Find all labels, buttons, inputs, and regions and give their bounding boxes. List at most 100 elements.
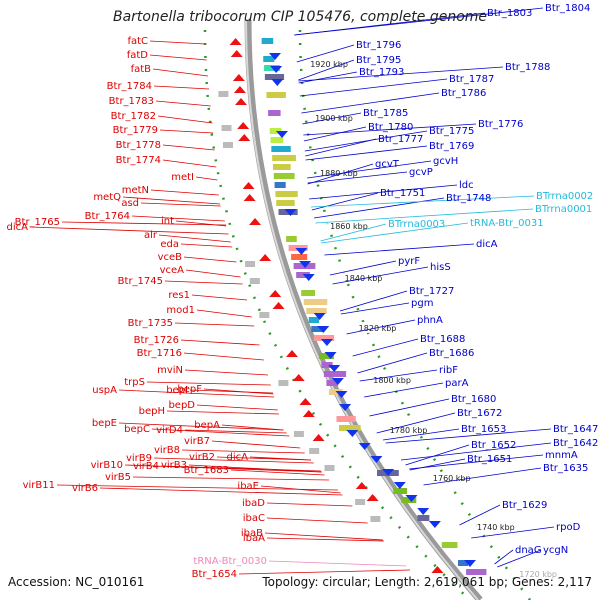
left-gene-label-btr-1774: Btr_1774 [116, 155, 161, 166]
left-leader-line [155, 100, 211, 107]
forward-gene-arrow [366, 494, 379, 501]
kbp-label-bg [341, 272, 390, 283]
right-gene-label-btr-1688: Btr_1688 [420, 334, 465, 345]
forward-gene-arrow [272, 302, 285, 309]
left-leader-line [185, 269, 241, 278]
reverse-gene-arrow [302, 274, 315, 281]
right-leader-line [400, 442, 552, 461]
right-gene-label-btr-1686: Btr_1686 [429, 348, 474, 359]
left-leader-line [162, 159, 217, 168]
left-gene-label-beph: bepH [139, 406, 165, 417]
right-gene-label-mnma: mnmA [545, 450, 578, 461]
reverse-gene-arrow [275, 131, 288, 138]
forward-gene-arrow [431, 566, 444, 573]
forward-gene-arrow [302, 410, 315, 417]
left-gene-label-vird4: virD4 [156, 425, 183, 436]
left-leader-line [153, 85, 210, 90]
left-gene-label-eda: eda [160, 239, 179, 250]
left-leader-line [195, 176, 218, 181]
right-gene-label-btr-1653: Btr_1653 [461, 424, 506, 435]
left-leader-line [230, 469, 325, 476]
gene-block [339, 425, 361, 431]
left-leader-line [164, 280, 243, 285]
topology-text: Topology: circular; Length: 2,619,061 bp… [261, 575, 592, 589]
gene-block-grey [309, 448, 320, 454]
right-gene-label-btr-1786: Btr_1786 [441, 88, 486, 99]
left-gene-label-ibae: ibaE [237, 481, 259, 492]
left-gene-label-btr-1779: Btr_1779 [113, 125, 158, 136]
kbp-label-bg [386, 424, 435, 435]
right-gene-label-btr-1795: Btr_1795 [356, 55, 401, 66]
gene-block [321, 362, 333, 368]
reverse-gene-arrow [268, 53, 281, 60]
gene-block-grey [324, 465, 335, 471]
gene-block [264, 74, 285, 80]
gene-block [266, 92, 286, 98]
left-leader-lines [29, 40, 411, 575]
left-gene-label-btr-1765: Btr_1765 [15, 217, 60, 228]
right-leader-line [307, 163, 374, 185]
left-leader-line [174, 322, 255, 327]
right-leader-line [357, 352, 428, 374]
forward-gene-arrow [235, 98, 248, 105]
right-gene-label-btr-1635: Btr_1635 [543, 463, 588, 474]
left-gene-label-alr: alr [144, 230, 158, 241]
right-leader-line [311, 192, 379, 211]
left-gene-label-trps: trpS [124, 377, 145, 388]
left-leader-line [268, 560, 407, 567]
right-gene-label-dica: dicA [476, 239, 498, 250]
gene-block [466, 569, 487, 575]
right-gene-label-phna: phnA [417, 315, 443, 326]
forward-gene-arrow [232, 74, 245, 81]
right-gene-label-dnag: dnaG [515, 545, 542, 556]
reverse-gene-arrow [393, 482, 406, 489]
right-leader-line [369, 398, 450, 417]
left-gene-label-meti: metI [171, 172, 194, 183]
right-leader-line [305, 138, 377, 157]
right-leader-line [364, 382, 444, 398]
left-leader-line [122, 196, 221, 205]
left-gene-label-virb10: virB10 [91, 460, 123, 471]
gene-block-grey [278, 380, 289, 386]
reverse-gene-arrow [417, 508, 430, 515]
gene-block [318, 353, 334, 359]
right-gene-label-ribf: ribF [439, 365, 458, 376]
right-gene-label-btr-1788: Btr_1788 [505, 62, 550, 73]
kbp-label: 1820 kbp [359, 324, 397, 333]
reverse-gene-arrow [370, 456, 383, 463]
reverse-gene-arrow [405, 495, 418, 502]
accession-text: Accession: NC_010161 [8, 575, 144, 589]
left-gene-labels: fatC fatD fatB Btr_1784 Btr_1783 Btr_1782 Btr_… [7, 36, 267, 580]
left-gene-label-bepe: bepE [92, 418, 117, 429]
left-gene-label-vceb: vceB [158, 252, 183, 263]
left-gene-label-mvin: mviN [157, 365, 183, 376]
right-gene-label-btr-1769: Btr_1769 [429, 141, 474, 152]
left-leader-line [249, 456, 312, 461]
left-gene-label-metq: metQ [93, 192, 121, 203]
reverse-gene-arrow [382, 469, 395, 476]
right-gene-label-btr-1776: Btr_1776 [478, 119, 523, 130]
reverse-gene-arrow [464, 560, 476, 567]
right-leader-line [298, 66, 504, 82]
gene-block [303, 299, 328, 305]
right-leader-line [340, 302, 410, 315]
gene-block [274, 182, 286, 188]
right-leader-line [315, 208, 534, 224]
forward-gene-arrow [259, 254, 272, 261]
left-leader-line [188, 464, 322, 473]
left-leader-line [149, 54, 207, 61]
forward-gene-arrow [312, 434, 325, 441]
gene-block [275, 191, 298, 197]
reverse-gene-arrow [358, 443, 371, 450]
left-leader-line [158, 234, 231, 243]
left-gene-label-ibad: ibaD [242, 498, 265, 509]
reverse-gene-arrow [320, 339, 333, 346]
left-leader-line [191, 294, 248, 301]
right-gene-label-btr-1751: Btr_1751 [380, 188, 425, 199]
right-gene-label-btr-1785: Btr_1785 [363, 108, 408, 119]
right-gene-label-btr-1727: Btr_1727 [409, 286, 454, 297]
left-leader-line [266, 517, 368, 524]
gene-block [276, 200, 295, 206]
left-gene-label-virb8: virB8 [154, 445, 180, 456]
